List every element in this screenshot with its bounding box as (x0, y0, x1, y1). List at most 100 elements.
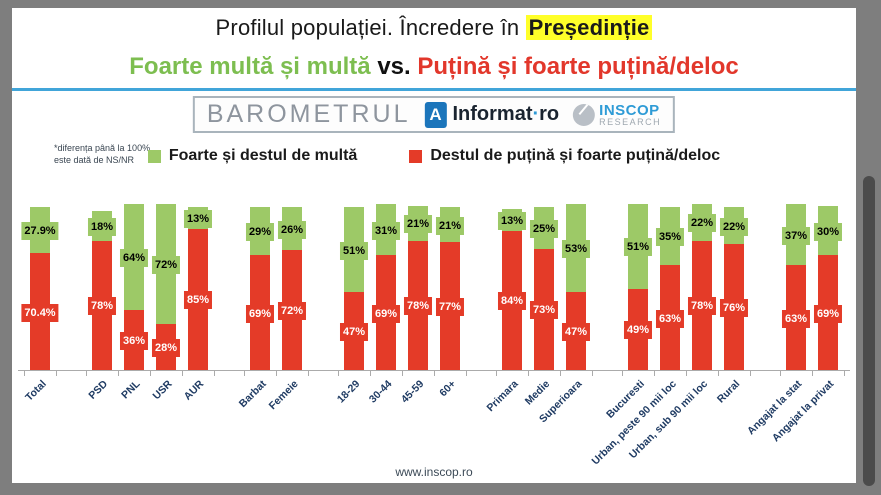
x-axis-label: Angajat la privat (770, 378, 837, 445)
informat-dot: · (532, 103, 540, 125)
bar-angajat-la-privat: 30% 69% Angajat la privat (770, 199, 845, 444)
page-title: Profilul populației. Încredere în Președ… (12, 15, 856, 41)
value-label-green: 30% (813, 222, 843, 241)
barometrul-logo: BAROMETRUL (206, 100, 411, 128)
inscop-research: RESEARCH (599, 116, 662, 127)
value-label-red: 78% (403, 297, 433, 316)
inscop-text: INSCOP RESEARCH (599, 103, 661, 127)
x-axis-label: Barbat (236, 378, 269, 411)
value-label-red: 69% (371, 304, 401, 323)
legend-swatch-red-icon (409, 149, 423, 163)
bar-psd: 18% 78% PSD (86, 199, 118, 402)
inscop-logo: INSCOP RESEARCH (573, 103, 661, 127)
value-label-green: 21% (435, 216, 465, 235)
x-axis-label: USR (150, 378, 175, 403)
subtitle-red-part: Puțină și foarte puțină/deloc (417, 53, 739, 80)
x-axis-label: PSD (86, 378, 111, 402)
value-label-red: 49% (623, 321, 653, 340)
value-label-green: 27.9% (21, 221, 59, 240)
axis-tick (338, 371, 339, 376)
bar-group: 51% 49% Bucuresti 35% 63% Urban, peste 90 mii… (589, 199, 751, 467)
axis-tick (750, 371, 751, 376)
informat-tld: ro (539, 103, 560, 125)
chart-legend: Foarte și destul de multă Destul de puți… (12, 147, 856, 165)
inscop-circle-icon (573, 103, 596, 126)
axis-tick (592, 371, 593, 376)
value-label-green: 53% (561, 240, 591, 258)
value-label-green: 64% (119, 249, 149, 268)
x-axis-label: 60+ (437, 378, 459, 400)
value-label-red: 47% (561, 323, 591, 341)
value-label-red: 85% (183, 291, 213, 310)
value-label-red: 78% (687, 297, 717, 316)
bar-total: 27.9% 70.4% Total (21, 199, 59, 404)
value-label-green: 18% (87, 217, 117, 236)
legend-item-red: Destul de puțină și foarte puțină/deloc (409, 147, 720, 165)
bar-rural: 22% 76% Rural (715, 199, 751, 405)
nsnr-note: *diferența până la 100% este dată de NS/… (54, 142, 150, 166)
legend-label-green: Foarte și destul de multă (168, 147, 358, 164)
value-label-green: 51% (623, 238, 653, 257)
bar-usr: 72% 28% USR (150, 199, 182, 402)
axis-tick (718, 371, 719, 376)
axis-tick (118, 371, 119, 376)
x-axis-label: 30-44 (367, 378, 395, 406)
value-label-red: 28% (151, 338, 181, 357)
value-label-red: 69% (813, 304, 843, 323)
bar-18-29: 51% 47% 18-29 (335, 199, 370, 405)
value-label-red: 36% (119, 332, 149, 351)
axis-tick (370, 371, 371, 376)
page-title-prefix: Profilul populației. Încredere în (215, 15, 526, 40)
value-label-green: 72% (151, 255, 181, 274)
x-axis-label: Angajat la stat (745, 378, 805, 438)
axis-tick (24, 371, 25, 376)
page-subtitle: Foarte multă și multă vs. Puțină și foar… (12, 53, 856, 81)
axis-tick (844, 371, 845, 376)
axis-tick (214, 371, 215, 376)
bar-femeie: 26% 72% Femeie (266, 199, 309, 412)
bar-urban-sub-90-mii-loc: 22% 78% Urban, sub 90 mii loc (627, 199, 718, 461)
axis-tick (86, 371, 87, 376)
bar-group: 37% 63% Angajat la stat 30% 69% Angajat la pr… (745, 199, 845, 444)
bar-superioara: 53% 47% Superioara (537, 199, 593, 425)
blue-divider (12, 88, 856, 91)
x-axis-label: 18-29 (335, 378, 363, 406)
bar-group: 29% 69% Barbat 26% 72% Femeie (236, 199, 309, 412)
axis-tick (150, 371, 151, 376)
x-axis-label: Rural (715, 378, 743, 406)
axis-tick (56, 371, 57, 376)
axis-tick (402, 371, 403, 376)
axis-tick (622, 371, 623, 376)
value-label-green: 22% (719, 217, 749, 236)
value-label-green: 35% (655, 228, 685, 247)
axis-tick (434, 371, 435, 376)
value-label-red: 72% (277, 302, 307, 321)
value-label-green: 51% (339, 241, 369, 260)
bar-angajat-la-stat: 37% 63% Angajat la stat (745, 199, 812, 437)
scrollbar-thumb[interactable] (863, 176, 875, 486)
chart-plot: 27.9% 70.4% Total 18% 78% PSD 64% 36% PNL 72% 28% U… (18, 199, 850, 467)
slide-content: Profilul populației. Încredere în Președ… (12, 8, 856, 483)
value-label-green: 31% (371, 221, 401, 240)
value-label-green: 13% (183, 210, 213, 229)
value-label-red: 63% (781, 309, 811, 328)
bar-group: 51% 47% 18-29 31% 69% 30-44 21% 78% 45-59 21% 77% 6… (335, 199, 467, 405)
legend-item-green: Foarte și destul de multă (147, 147, 358, 165)
chart-area: 27.9% 70.4% Total 18% 78% PSD 64% 36% PNL 72% 28% U… (18, 199, 850, 467)
axis-tick (528, 371, 529, 376)
value-label-green: 37% (781, 226, 811, 245)
x-axis-label: AUR (181, 378, 207, 403)
axis-tick (812, 371, 813, 376)
scrollbar-track[interactable] (856, 0, 881, 495)
bar-group: 18% 78% PSD 64% 36% PNL 72% 28% USR 13% 85% AUR (86, 199, 215, 403)
value-label-red: 76% (719, 298, 749, 317)
x-axis-label: 45-59 (399, 378, 427, 406)
axis-tick (308, 371, 309, 376)
bar-group: 27.9% 70.4% Total (21, 199, 59, 404)
axis-tick (560, 371, 561, 376)
value-label-green: 22% (687, 214, 717, 233)
x-axis-label: Femeie (266, 378, 301, 413)
axis-tick (466, 371, 467, 376)
value-label-red: 77% (435, 298, 465, 317)
